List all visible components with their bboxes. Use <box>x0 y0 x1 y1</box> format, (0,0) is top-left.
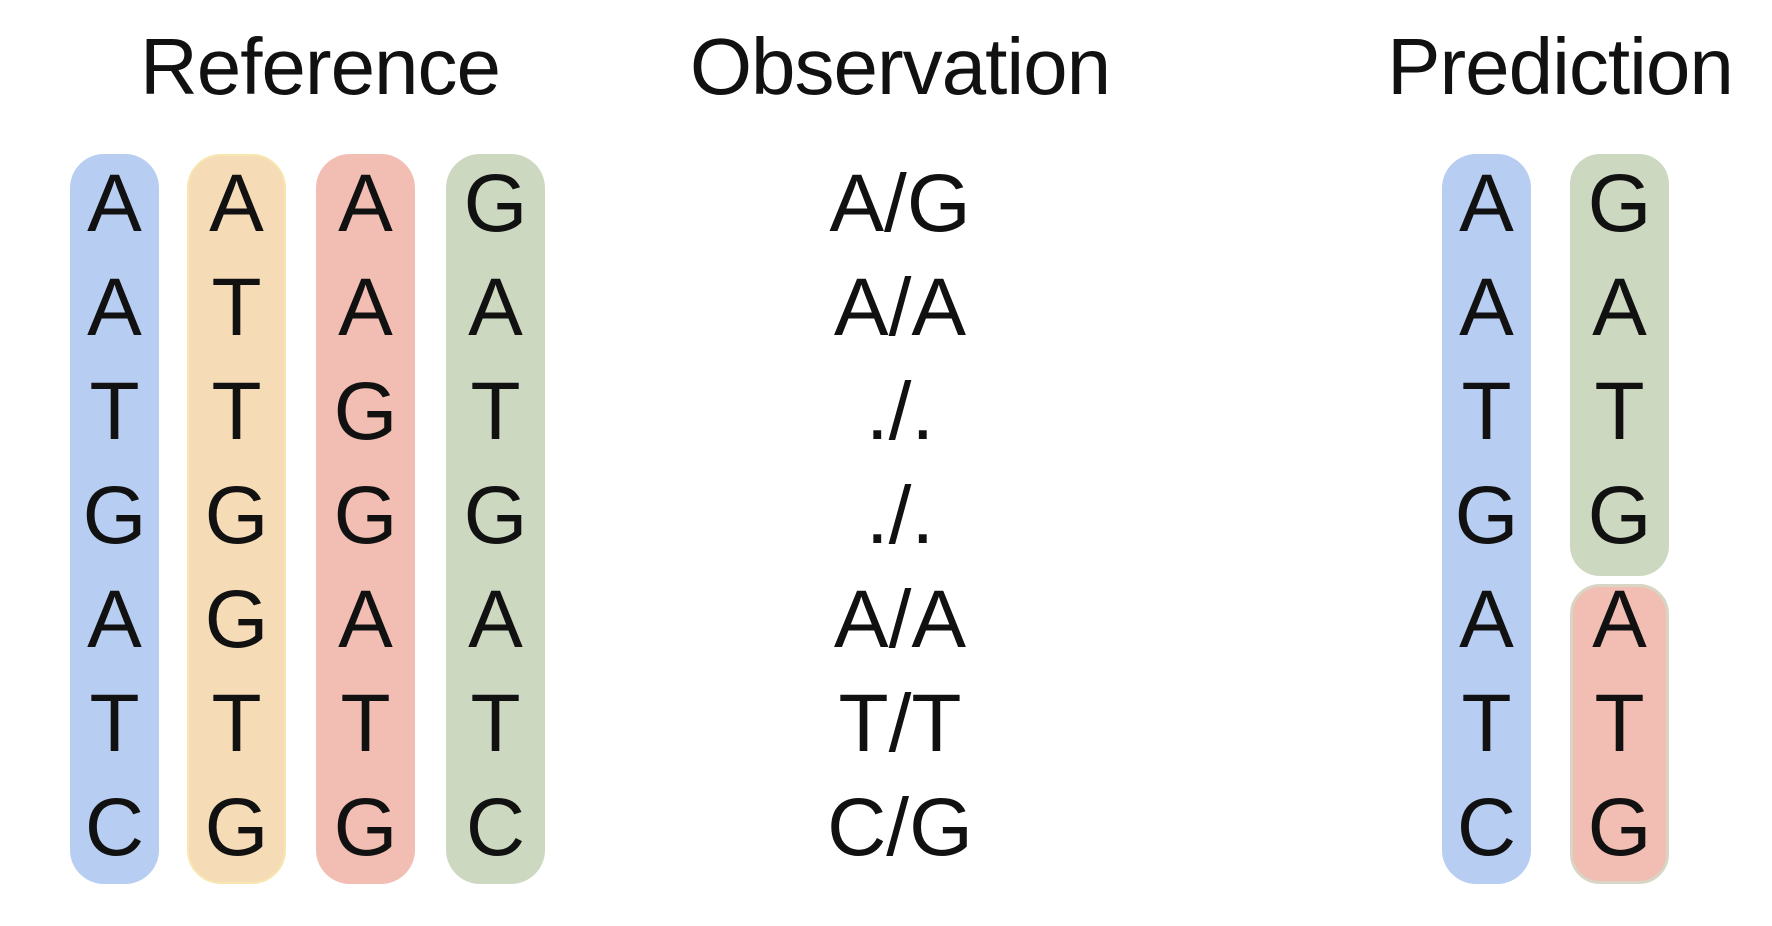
reference-base: G <box>204 574 269 665</box>
reference-base: G <box>463 470 528 561</box>
reference-base: G <box>333 470 398 561</box>
prediction-base: A <box>1592 574 1647 665</box>
prediction-title: Prediction <box>1387 22 1734 111</box>
reference-base: A <box>338 262 393 353</box>
reference-base: G <box>333 782 398 873</box>
reference-title: Reference <box>139 22 501 111</box>
reference-haplotype-3: A A G G A T G <box>316 154 415 884</box>
prediction-base: A <box>1592 262 1647 353</box>
reference-base: T <box>470 678 521 769</box>
observation-genotype: A/G <box>829 158 971 249</box>
reference-base: A <box>468 574 523 665</box>
prediction-base: G <box>1587 470 1652 561</box>
observation-genotype: T/T <box>838 678 962 769</box>
reference-haplotype-1: A A T G A T C <box>70 154 159 884</box>
reference-base: T <box>470 366 521 457</box>
reference-base: A <box>468 262 523 353</box>
reference-base: A <box>338 158 393 249</box>
reference-base: A <box>338 574 393 665</box>
prediction-base: T <box>1594 366 1645 457</box>
reference-base: G <box>204 782 269 873</box>
reference-base: G <box>463 158 528 249</box>
reference-base: G <box>82 470 147 561</box>
reference-base: C <box>465 782 526 873</box>
observation-title: Observation <box>689 22 1111 111</box>
reference-haplotype-4: G A T G A T C <box>446 154 545 884</box>
prediction-base: G <box>1587 782 1652 873</box>
observation-genotype: ./. <box>865 366 935 457</box>
observation-genotype: A/A <box>833 574 967 665</box>
reference-haplotype-2: A T T G G T G <box>187 154 286 884</box>
prediction-base: T <box>1461 678 1512 769</box>
reference-base: T <box>211 678 262 769</box>
prediction-base: A <box>1459 574 1514 665</box>
reference-base: C <box>84 782 145 873</box>
reference-base: T <box>89 366 140 457</box>
prediction-base: A <box>1459 158 1514 249</box>
reference-base: T <box>211 262 262 353</box>
prediction-base: G <box>1587 158 1652 249</box>
reference-base: T <box>211 366 262 457</box>
reference-base: A <box>209 158 264 249</box>
prediction-base: C <box>1456 782 1517 873</box>
reference-base: T <box>89 678 140 769</box>
reference-base: A <box>87 262 142 353</box>
reference-base: A <box>87 574 142 665</box>
reference-base: T <box>340 678 391 769</box>
reference-base: G <box>204 470 269 561</box>
observation-genotype: C/G <box>827 782 973 873</box>
prediction-haplotype-2-segment-2: A T G <box>1570 574 1669 884</box>
prediction-base: T <box>1461 366 1512 457</box>
prediction-base: G <box>1454 470 1519 561</box>
prediction-base: A <box>1459 262 1514 353</box>
prediction-base: T <box>1594 678 1645 769</box>
reference-base: G <box>333 366 398 457</box>
prediction-haplotype-2-segment-1: G A T G <box>1570 154 1669 576</box>
reference-base: A <box>87 158 142 249</box>
observation-genotype: ./. <box>865 470 935 561</box>
prediction-haplotype-1: A A T G A T C <box>1442 154 1531 884</box>
observation-genotype: A/A <box>833 262 967 353</box>
